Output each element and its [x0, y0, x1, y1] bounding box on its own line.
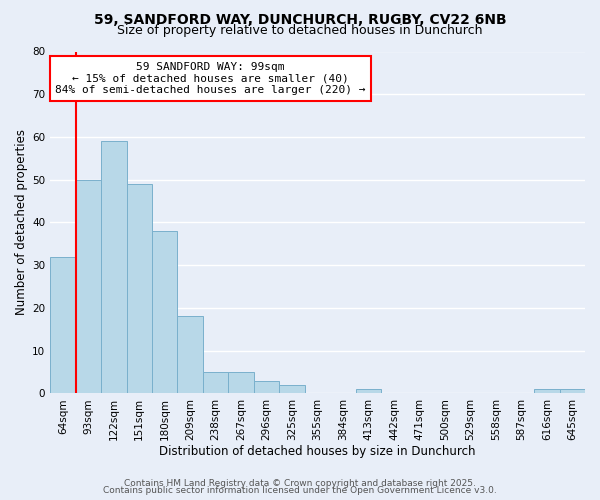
Bar — [50, 256, 76, 394]
Bar — [152, 231, 178, 394]
Text: Contains HM Land Registry data © Crown copyright and database right 2025.: Contains HM Land Registry data © Crown c… — [124, 478, 476, 488]
Bar — [560, 389, 585, 394]
Text: Contains public sector information licensed under the Open Government Licence v3: Contains public sector information licen… — [103, 486, 497, 495]
Text: Size of property relative to detached houses in Dunchurch: Size of property relative to detached ho… — [117, 24, 483, 37]
Bar — [178, 316, 203, 394]
Y-axis label: Number of detached properties: Number of detached properties — [15, 130, 28, 316]
Bar — [280, 385, 305, 394]
Text: 59, SANDFORD WAY, DUNCHURCH, RUGBY, CV22 6NB: 59, SANDFORD WAY, DUNCHURCH, RUGBY, CV22… — [94, 12, 506, 26]
X-axis label: Distribution of detached houses by size in Dunchurch: Distribution of detached houses by size … — [160, 444, 476, 458]
Bar — [101, 141, 127, 394]
Text: 59 SANDFORD WAY: 99sqm
← 15% of detached houses are smaller (40)
84% of semi-det: 59 SANDFORD WAY: 99sqm ← 15% of detached… — [55, 62, 366, 95]
Bar — [229, 372, 254, 394]
Bar — [254, 380, 280, 394]
Bar — [127, 184, 152, 394]
Bar — [76, 180, 101, 394]
Bar — [356, 389, 381, 394]
Bar — [203, 372, 229, 394]
Bar — [534, 389, 560, 394]
